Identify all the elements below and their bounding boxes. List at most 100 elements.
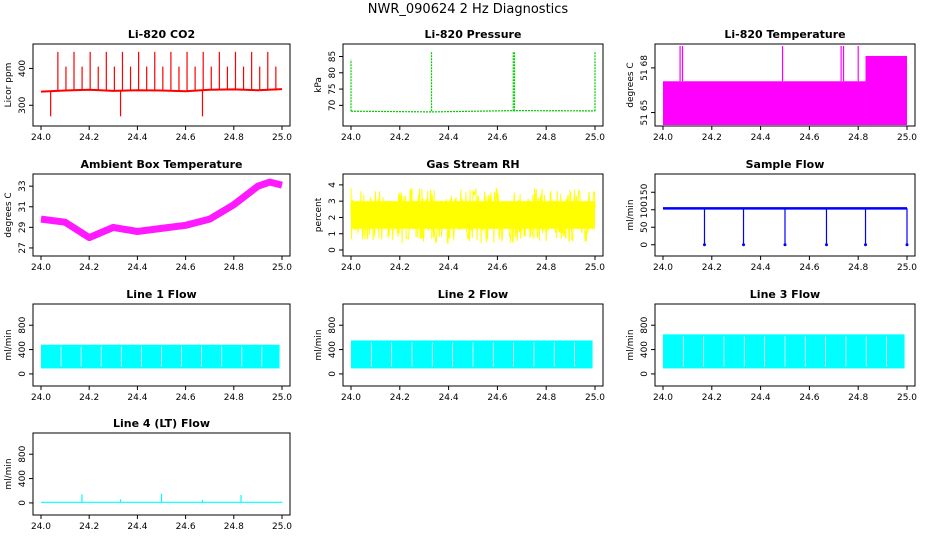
- plot-frame: [32, 43, 291, 127]
- y-tick-label: 0: [328, 371, 338, 377]
- x-tick-label: 24.4: [751, 263, 771, 273]
- x-tick-label: 24.2: [79, 133, 99, 143]
- x-tick-label: 25.0: [897, 263, 917, 273]
- x-tick-label: 24.6: [487, 133, 507, 143]
- series-line: [350, 109, 596, 113]
- y-tick-label: 85: [328, 51, 338, 62]
- y-tick-label: 80: [328, 67, 338, 79]
- y-axis-label: ml/min: [626, 329, 636, 360]
- x-tick-label: 24.4: [127, 263, 147, 273]
- y-tick-label: 0: [18, 371, 28, 377]
- x-tick-label: 24.8: [848, 133, 868, 143]
- panel-title: Li-820 CO2: [128, 28, 195, 41]
- x-tick-label: 24.0: [341, 393, 361, 403]
- y-tick-label: 100: [640, 201, 650, 218]
- y-axis-label: Licor ppm: [4, 63, 14, 108]
- y-tick-label: 800: [18, 445, 28, 462]
- x-tick-label: 25.0: [272, 393, 292, 403]
- x-tick-label: 24.8: [224, 263, 244, 273]
- panel-title: Line 4 (LT) Flow: [113, 417, 210, 430]
- panel-8: Line 2 Flow ml/min 24.0 24.2 24.4 24.6 24.8 25.…: [314, 288, 605, 403]
- x-tick-label: 24.4: [127, 133, 147, 143]
- series-line: [40, 178, 283, 242]
- y-tick-label: 800: [18, 316, 28, 333]
- x-tick-label: 24.0: [31, 393, 51, 403]
- x-tick-label: 24.8: [536, 393, 556, 403]
- x-tick-label: 24.6: [487, 393, 507, 403]
- panel-2: Li-820 Pressure kPa 24.0 24.2 24.4 24.6 24.8 25…: [314, 28, 605, 143]
- panel-title: Ambient Box Temperature: [81, 158, 243, 171]
- x-tick-label: 24.0: [31, 522, 51, 532]
- x-tick-label: 24.2: [702, 393, 722, 403]
- x-tick-label: 25.0: [585, 133, 605, 143]
- page-title: NWR_090624 2 Hz Diagnostics: [367, 2, 569, 17]
- y-tick-label: 1: [328, 231, 338, 237]
- y-tick-label: 29: [18, 221, 28, 233]
- x-tick-label: 24.4: [127, 522, 147, 532]
- x-tick-label: 24.2: [702, 133, 722, 143]
- y-tick-label: 400: [328, 341, 338, 358]
- y-tick-label: 50: [640, 221, 650, 233]
- y-tick-label: 400: [18, 470, 28, 487]
- x-tick-label: 24.0: [31, 263, 51, 273]
- x-tick-label: 25.0: [897, 393, 917, 403]
- panel-title: Line 3 Flow: [750, 288, 820, 301]
- panel-10: Line 4 (LT) Flow ml/min 24.0 24.2 24.4 24.6 24…: [4, 417, 292, 532]
- y-axis-label: ml/min: [4, 458, 14, 489]
- x-tick-label: 25.0: [272, 522, 292, 532]
- plot-frame: [32, 173, 291, 257]
- y-tick-label: 31: [18, 201, 28, 212]
- y-axis-label: percent: [314, 197, 324, 232]
- y-tick-label: 27: [18, 242, 28, 253]
- panel-title: Li-820 Temperature: [724, 28, 845, 41]
- plot-frame: [32, 303, 291, 387]
- x-tick-label: 24.6: [799, 263, 819, 273]
- series-area: [663, 334, 905, 369]
- y-tick-label: 3: [328, 198, 338, 204]
- x-tick-label: 24.6: [176, 522, 196, 532]
- plot-frame: [654, 173, 916, 257]
- x-tick-label: 24.0: [653, 393, 673, 403]
- dip-point: [864, 243, 868, 247]
- x-tick-label: 24.8: [848, 263, 868, 273]
- x-tick-label: 24.0: [31, 133, 51, 143]
- panel-5: Gas Stream RH percent 24.0 24.2 24.4 24.6 24.8…: [314, 158, 605, 273]
- dip-point: [824, 243, 828, 247]
- panel-6: Sample Flow ml/min 24.0 24.2 24.4 24.6 24.8 25.…: [626, 158, 917, 273]
- series-line: [40, 88, 283, 93]
- dip-point: [905, 243, 909, 247]
- y-axis-label: ml/min: [314, 329, 324, 360]
- y-tick-label: 0: [640, 242, 650, 248]
- y-tick-label: 75: [328, 83, 338, 94]
- y-tick-label: 51 68: [640, 55, 650, 81]
- panel-1: Li-820 CO2 Licor ppm 24.0 24.2 24.4 24.6 24.8 2…: [4, 28, 292, 143]
- plot-frame: [32, 432, 291, 516]
- series-area: [663, 81, 866, 125]
- x-tick-label: 24.6: [799, 393, 819, 403]
- x-tick-label: 24.2: [390, 133, 410, 143]
- y-tick-label: 0: [328, 247, 338, 253]
- panel-title: Line 2 Flow: [438, 288, 508, 301]
- y-tick-label: 0: [18, 500, 28, 506]
- x-tick-label: 24.4: [127, 393, 147, 403]
- x-tick-label: 24.8: [224, 393, 244, 403]
- x-tick-label: 25.0: [272, 133, 292, 143]
- y-tick-label: 800: [328, 316, 338, 333]
- x-tick-label: 24.8: [224, 522, 244, 532]
- y-axis-label: kPa: [314, 77, 324, 93]
- panel-9: Line 3 Flow ml/min 24.0 24.2 24.4 24.6 24.8 25.…: [626, 288, 917, 403]
- y-tick-label: 400: [18, 60, 28, 77]
- dip-point: [742, 243, 746, 247]
- y-tick-label: 800: [640, 316, 650, 333]
- x-tick-label: 24.6: [176, 263, 196, 273]
- y-tick-label: 2: [328, 215, 338, 221]
- panel-title: Gas Stream RH: [426, 158, 519, 171]
- y-tick-label: 4: [328, 182, 338, 188]
- x-tick-label: 24.2: [79, 263, 99, 273]
- series-area: [41, 344, 280, 369]
- series-area: [351, 340, 593, 369]
- x-tick-label: 24.0: [341, 263, 361, 273]
- plot-frame: [342, 173, 604, 257]
- x-tick-label: 25.0: [585, 393, 605, 403]
